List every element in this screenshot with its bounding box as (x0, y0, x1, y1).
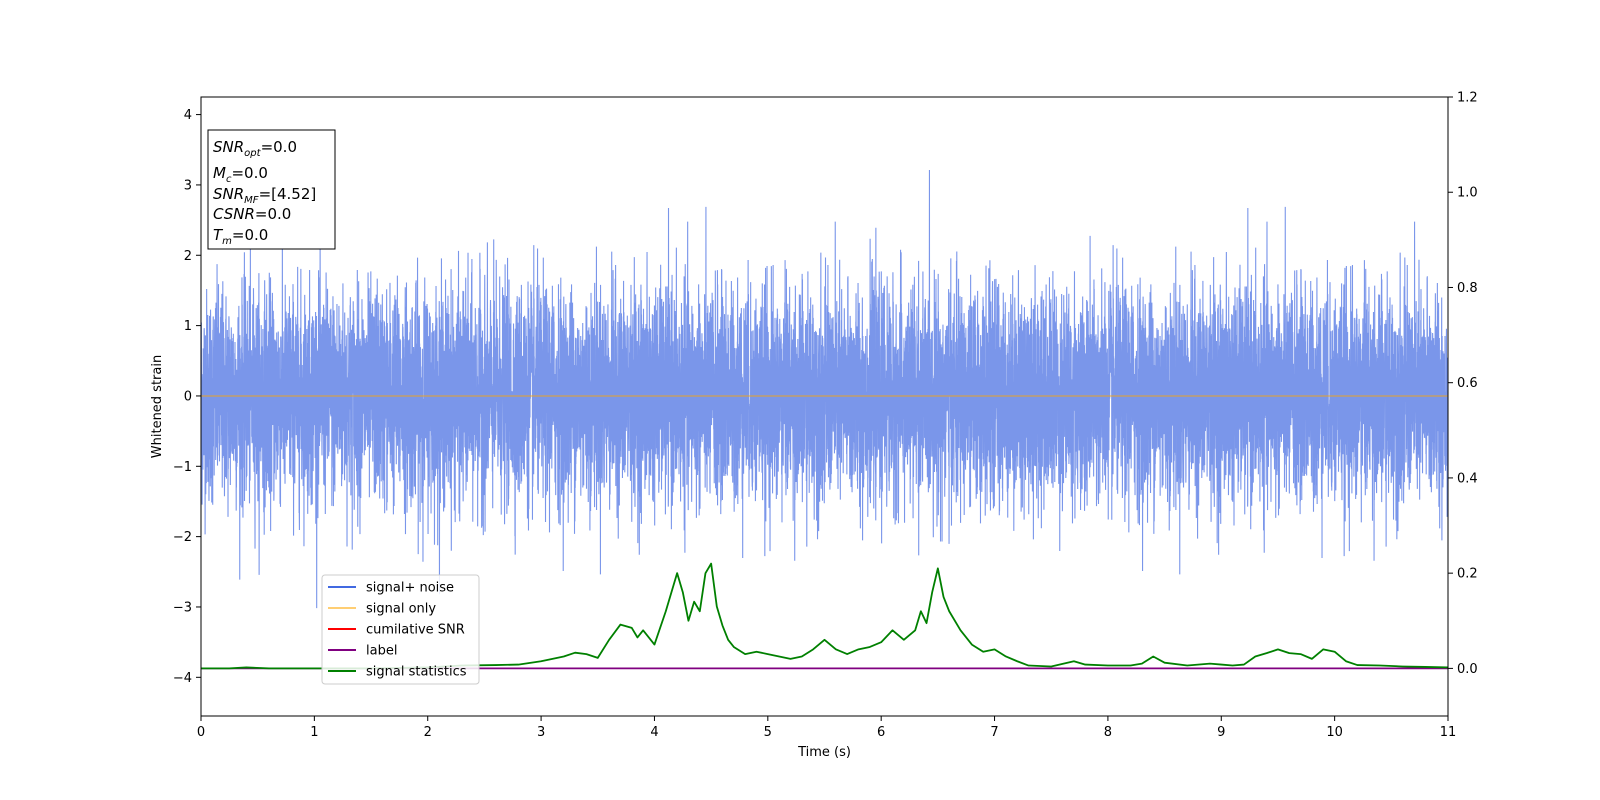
y-tick-label: −4 (173, 671, 192, 686)
y-tick-label: 3 (184, 178, 192, 193)
x-tick-label: 8 (1104, 725, 1112, 740)
legend-label-label: label (366, 644, 397, 659)
y-axis-label: Whitened strain (150, 355, 165, 458)
y-axis-right: 0.0 0.2 0.4 0.6 0.8 1.0 1.2 (1448, 91, 1478, 677)
tm-line: Tm=0.0 (213, 226, 268, 247)
y-tick-label: −1 (173, 460, 192, 475)
snr-mf-value: =[4.52] (259, 185, 317, 203)
snr-mf-line: SNRMF=[4.52] (213, 185, 316, 206)
x-tick-label: 10 (1326, 725, 1343, 740)
x-tick-label: 9 (1217, 725, 1225, 740)
y2-tick-label: 0.0 (1457, 662, 1478, 677)
y2-tick-label: 0.2 (1457, 567, 1478, 582)
x-tick-label: 11 (1440, 725, 1457, 740)
y-tick-label: −2 (173, 530, 192, 545)
tm-value: =0.0 (232, 226, 268, 244)
x-tick-label: 6 (877, 725, 885, 740)
y2-tick-label: 1.2 (1457, 91, 1478, 106)
legend-label-signal-noise: signal+ noise (366, 581, 454, 596)
csnr-value: =0.0 (255, 205, 291, 223)
x-axis: 0 1 2 3 4 5 6 7 8 9 10 11 (197, 716, 1456, 740)
y-axis-left: −4 −3 −2 −1 0 1 2 3 4 (173, 108, 201, 686)
legend-frame (321, 574, 480, 685)
legend-label-cumulative-snr: cumilative SNR (366, 623, 465, 638)
x-tick-label: 7 (990, 725, 998, 740)
y-tick-label: 4 (184, 108, 192, 123)
x-tick-label: 4 (650, 725, 658, 740)
mc-value: =0.0 (231, 164, 267, 182)
legend-label-signal-statistics: signal statistics (366, 665, 467, 680)
y2-tick-label: 0.4 (1457, 471, 1478, 486)
x-tick-label: 0 (197, 725, 205, 740)
snr-opt-value: =0.0 (261, 138, 297, 156)
y-tick-label: 0 (184, 389, 192, 404)
series-signal-noise (201, 169, 1448, 609)
y-tick-label: 1 (184, 319, 192, 334)
y-tick-label: −3 (173, 600, 192, 615)
legend-label-signal-only: signal only (366, 602, 436, 617)
series-signal-statistics (201, 562, 1448, 670)
csnr-line: CSNR=0.0 (213, 205, 291, 223)
x-tick-label: 5 (764, 725, 772, 740)
plot-frame (200, 96, 1449, 717)
y2-tick-label: 1.0 (1457, 186, 1478, 201)
legend: signal+ noise signal only cumilative SNR… (321, 574, 480, 685)
x-tick-label: 1 (310, 725, 318, 740)
y2-tick-label: 0.8 (1457, 281, 1478, 296)
y-tick-label: 2 (184, 249, 192, 264)
x-tick-label: 3 (537, 725, 545, 740)
x-tick-label: 2 (424, 725, 432, 740)
x-axis-label: Time (s) (797, 745, 851, 760)
snr-opt-line: SNRopt=0.0 (213, 138, 297, 159)
y2-tick-label: 0.6 (1457, 376, 1478, 391)
mc-line: Mc=0.0 (213, 164, 268, 185)
info-box-frame (207, 129, 336, 250)
info-box: SNRopt=0.0 Mc=0.0 SNRMF=[4.52] CSNR=0.0 … (207, 129, 336, 250)
